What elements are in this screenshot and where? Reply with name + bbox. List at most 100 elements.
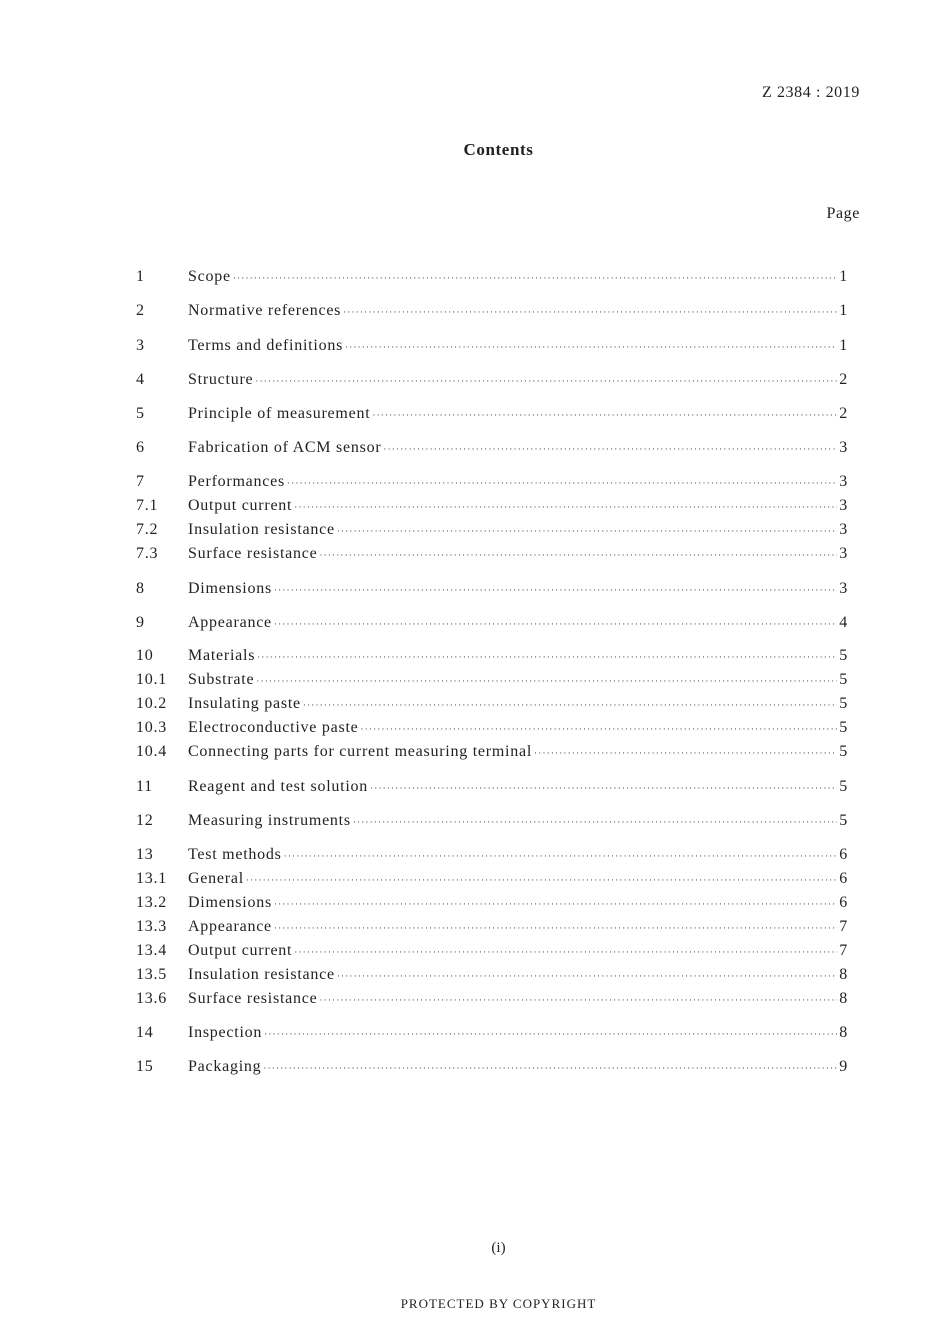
toc-entry-title: Normative references <box>188 302 342 319</box>
dot-leader <box>274 585 837 595</box>
toc-entry-title: Reagent and test solution <box>188 778 369 795</box>
toc-entry-number: 7.2 <box>136 521 159 538</box>
toc-entry[interactable]: 2 Normative references 1 <box>136 302 848 324</box>
dot-leader <box>370 783 837 793</box>
dot-leader <box>246 875 837 885</box>
toc-entry-title: Appearance <box>188 614 272 631</box>
toc-entry-number: 7.3 <box>136 545 159 562</box>
toc-entry-title: Packaging <box>188 1058 262 1075</box>
toc-entry[interactable]: 10.4 Connecting parts for current measuri… <box>136 743 848 765</box>
toc-entry[interactable]: 10.1 Substrate 5 <box>136 671 848 693</box>
toc-entry-number: 9 <box>136 614 145 631</box>
toc-entry[interactable]: 13.1 General 6 <box>136 870 848 892</box>
toc-entry-title: Electroconductive paste <box>188 719 359 736</box>
toc-entry[interactable]: 5 Principle of measurement 2 <box>136 405 848 427</box>
toc-entry[interactable]: 14 Inspection 8 <box>136 1024 848 1046</box>
dot-leader <box>256 676 837 686</box>
toc-entry-number: 6 <box>136 439 145 456</box>
dot-leader <box>274 899 837 909</box>
toc-entry-page: 5 <box>839 778 848 795</box>
toc-entry-title: Output current <box>188 497 293 514</box>
page-folio: (i) <box>491 1240 506 1256</box>
toc-entry-title: Fabrication of ACM sensor <box>188 439 382 456</box>
toc-entry[interactable]: 7 Performances 3 <box>136 473 848 495</box>
toc-entry-number: 5 <box>136 405 145 422</box>
toc-entry-page: 5 <box>839 671 848 688</box>
toc-entry[interactable]: 11 Reagent and test solution 5 <box>136 778 848 800</box>
toc-entry-page: 5 <box>839 647 848 664</box>
toc-entry-number: 10.3 <box>136 719 167 736</box>
toc-entry[interactable]: 13.6 Surface resistance 8 <box>136 990 848 1012</box>
toc-entry[interactable]: 7.3 Surface resistance 3 <box>136 545 848 567</box>
toc-entry[interactable]: 10.3 Electroconductive paste 5 <box>136 719 848 741</box>
toc-entry[interactable]: 6 Fabrication of ACM sensor 3 <box>136 439 848 461</box>
toc-entry-page: 8 <box>839 1024 848 1041</box>
toc-entry-number: 4 <box>136 371 145 388</box>
toc-entry-number: 14 <box>136 1024 154 1041</box>
toc-entry[interactable]: 9 Appearance 4 <box>136 614 848 636</box>
toc-entry-title: Measuring instruments <box>188 812 351 829</box>
page-title: Contents <box>463 140 534 159</box>
toc-entry[interactable]: 13.5 Insulation resistance 8 <box>136 966 848 988</box>
dot-leader <box>372 410 837 420</box>
page-column-label: Page <box>826 205 860 222</box>
dot-leader <box>319 995 837 1005</box>
toc-entry-title: Surface resistance <box>188 990 318 1007</box>
toc-entry[interactable]: 8 Dimensions 3 <box>136 580 848 602</box>
toc-entry-title: Insulation resistance <box>188 966 335 983</box>
toc-entry-page: 1 <box>839 337 848 354</box>
toc-entry-number: 10 <box>136 647 154 664</box>
toc-entry[interactable]: 3 Terms and definitions 1 <box>136 337 848 359</box>
dot-leader <box>294 947 837 957</box>
toc-entry-page: 3 <box>839 439 848 456</box>
toc-entry[interactable]: 7.1 Output current 3 <box>136 497 848 519</box>
toc-entry-title: Performances <box>188 473 285 490</box>
dot-leader <box>319 550 837 560</box>
dot-leader <box>274 619 837 629</box>
toc-entry-title: Dimensions <box>188 894 272 911</box>
toc-entry[interactable]: 13 Test methods 6 <box>136 846 848 868</box>
copyright-notice: PROTECTED BY COPYRIGHT <box>400 1296 597 1311</box>
dot-leader <box>383 444 837 454</box>
toc-entry-number: 13.4 <box>136 942 167 959</box>
dot-leader <box>337 971 837 981</box>
toc-entry-page: 4 <box>839 614 848 631</box>
toc-entry-title: Dimensions <box>188 580 272 597</box>
toc-entry[interactable]: 13.4 Output current 7 <box>136 942 848 964</box>
toc-entry-number: 10.4 <box>136 743 167 760</box>
toc-entry-title: Substrate <box>188 671 255 688</box>
toc-entry-page: 5 <box>839 743 848 760</box>
toc-entry-title: Output current <box>188 942 293 959</box>
toc-entry-page: 8 <box>839 990 848 1007</box>
toc-entry-title: Terms and definitions <box>188 337 344 354</box>
toc-entry[interactable]: 10.2 Insulating paste 5 <box>136 695 848 717</box>
dot-leader <box>287 478 837 488</box>
toc-entry-number: 3 <box>136 337 145 354</box>
toc-entry[interactable]: 10 Materials 5 <box>136 647 848 669</box>
toc-entry-title: Structure <box>188 371 254 388</box>
toc-entry-title: Connecting parts for current measuring t… <box>188 743 533 760</box>
toc-entry[interactable]: 1 Scope 1 <box>136 268 848 290</box>
toc-entry-title: Test methods <box>188 846 282 863</box>
toc-entry-page: 2 <box>839 371 848 388</box>
toc-entry[interactable]: 13.3 Appearance 7 <box>136 918 848 940</box>
toc-entry-page: 7 <box>839 918 848 935</box>
toc-entry[interactable]: 4 Structure 2 <box>136 371 848 393</box>
toc-entry-title: Insulating paste <box>188 695 301 712</box>
toc-entry[interactable]: 15 Packaging 9 <box>136 1058 848 1080</box>
toc-entry[interactable]: 13.2 Dimensions 6 <box>136 894 848 916</box>
toc-entry-page: 1 <box>839 302 848 319</box>
toc-entry-number: 13.6 <box>136 990 167 1007</box>
toc-entry-title: Surface resistance <box>188 545 318 562</box>
toc-entry-number: 13.2 <box>136 894 167 911</box>
toc-entry-page: 7 <box>839 942 848 959</box>
dot-leader <box>255 376 837 386</box>
toc-entry[interactable]: 7.2 Insulation resistance 3 <box>136 521 848 543</box>
dot-leader <box>337 526 837 536</box>
dot-leader <box>257 652 837 662</box>
toc-entry-number: 13.5 <box>136 966 167 983</box>
dot-leader <box>264 1029 837 1039</box>
toc-entry[interactable]: 12 Measuring instruments 5 <box>136 812 848 834</box>
toc-entry-number: 8 <box>136 580 145 597</box>
toc-entry-page: 6 <box>839 870 848 887</box>
